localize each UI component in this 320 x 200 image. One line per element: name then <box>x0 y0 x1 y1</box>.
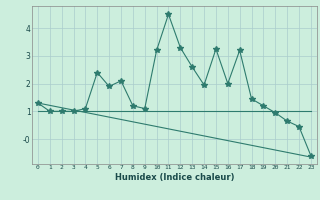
X-axis label: Humidex (Indice chaleur): Humidex (Indice chaleur) <box>115 173 234 182</box>
